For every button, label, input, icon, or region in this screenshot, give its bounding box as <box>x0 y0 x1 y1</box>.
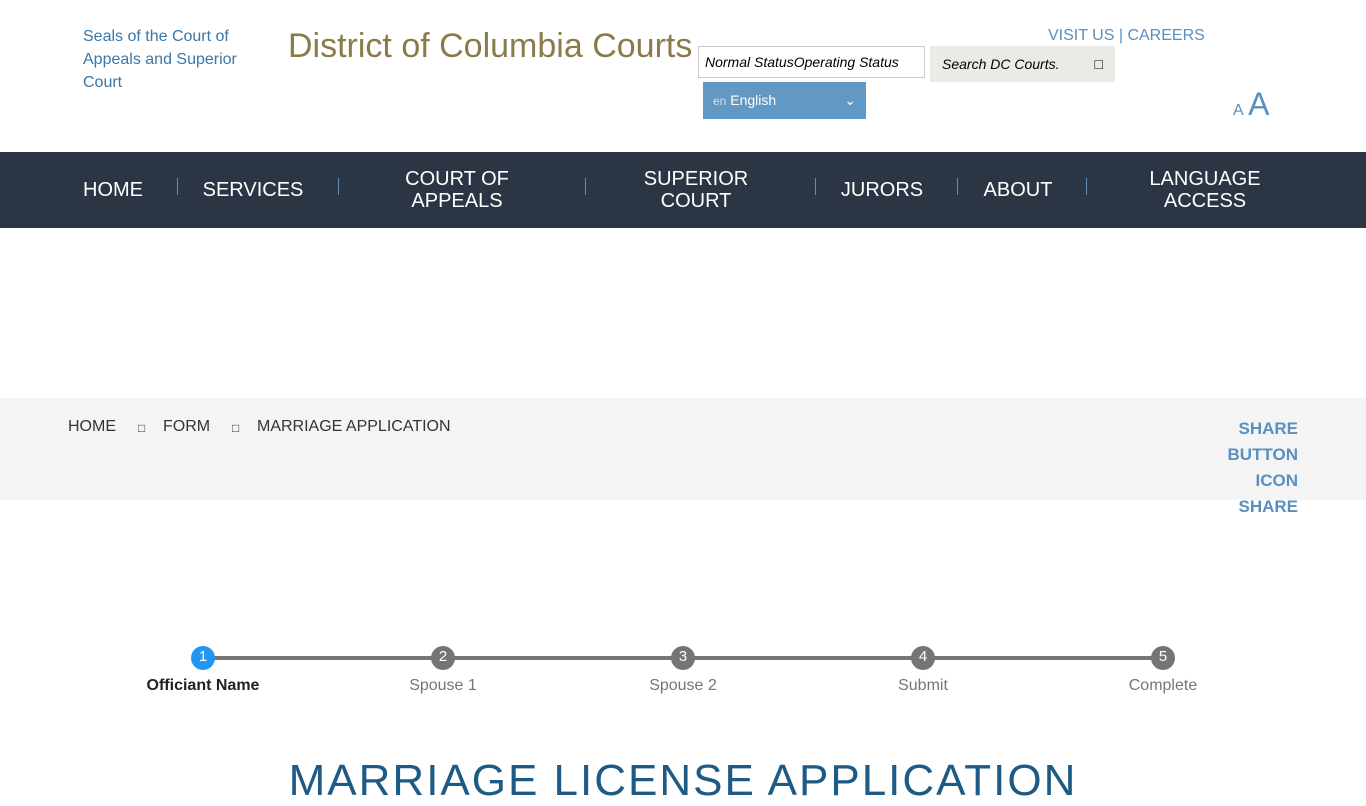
step-4-indicator[interactable]: 4 <box>911 646 935 670</box>
step-2-label: Spouse 1 <box>409 677 477 694</box>
nav-services[interactable]: SERVICES <box>202 179 304 201</box>
step-2-indicator[interactable]: 2 <box>431 646 455 670</box>
nav-divider <box>338 178 339 195</box>
share-label: SHARE <box>1238 497 1298 516</box>
step-4-label: Submit <box>898 677 948 694</box>
nav-divider <box>815 178 816 195</box>
nav-jurors[interactable]: JURORS <box>840 179 924 201</box>
breadcrumb-home[interactable]: HOME <box>68 418 116 435</box>
operating-status[interactable]: Normal StatusOperating Status <box>698 46 925 78</box>
chevron-right-icon: □ <box>138 421 146 435</box>
nav-divider <box>177 178 178 195</box>
search-icon[interactable]: □ <box>1094 56 1103 72</box>
flag-icon: en <box>713 94 727 108</box>
search-placeholder: Search DC Courts. <box>942 56 1060 72</box>
main-nav: HOME SERVICES COURT OF APPEALS SUPERIOR … <box>0 152 1366 228</box>
step-1-indicator[interactable]: 1 <box>191 646 215 670</box>
nav-divider <box>957 178 958 195</box>
court-seal-image[interactable]: Seals of the Court of Appeals and Superi… <box>83 28 237 91</box>
share-icon: SHARE BUTTON ICON <box>1227 419 1298 490</box>
font-large-button[interactable]: A <box>1248 86 1270 122</box>
font-small-button[interactable]: A <box>1233 102 1244 119</box>
status-label: Operating Status <box>793 54 899 70</box>
search-input[interactable]: Search DC Courts. □ <box>930 46 1115 82</box>
breadcrumb <box>0 398 1366 500</box>
breadcrumb-form[interactable]: FORM <box>163 418 211 435</box>
language-label: English <box>730 92 777 108</box>
link-separator: | <box>1114 27 1128 44</box>
breadcrumb-current: MARRIAGE APPLICATION <box>257 418 451 435</box>
nav-divider <box>585 178 586 195</box>
step-3-label: Spouse 2 <box>649 677 717 694</box>
chevron-right-icon: □ <box>232 421 240 435</box>
status-image: Normal Status <box>705 54 794 70</box>
top-links: VISIT US | CAREERS <box>1048 27 1205 45</box>
nav-about[interactable]: ABOUT <box>983 179 1053 201</box>
language-select[interactable]: en English ⌄ <box>703 82 866 119</box>
step-5-label: Complete <box>1128 677 1198 694</box>
font-size-controls: A A <box>1233 86 1269 123</box>
step-3-indicator[interactable]: 3 <box>671 646 695 670</box>
careers-link[interactable]: CAREERS <box>1127 27 1205 44</box>
share-button[interactable]: SHARE BUTTON ICON SHARE <box>1153 416 1298 520</box>
step-1-label: Officiant Name <box>146 677 260 694</box>
nav-divider <box>1086 178 1087 195</box>
chevron-down-icon: ⌄ <box>844 92 856 108</box>
nav-court-of-appeals[interactable]: COURT OF APPEALS <box>405 168 509 212</box>
nav-home[interactable]: HOME <box>83 179 143 201</box>
nav-language-access[interactable]: LANGUAGE ACCESS <box>1149 168 1261 212</box>
step-5-indicator[interactable]: 5 <box>1151 646 1175 670</box>
visit-us-link[interactable]: VISIT US <box>1048 27 1115 44</box>
page-heading: MARRIAGE LICENSE APPLICATION <box>288 756 1078 805</box>
site-title[interactable]: District of Columbia Courts <box>288 27 693 65</box>
nav-superior-court[interactable]: SUPERIOR COURT <box>643 168 749 212</box>
